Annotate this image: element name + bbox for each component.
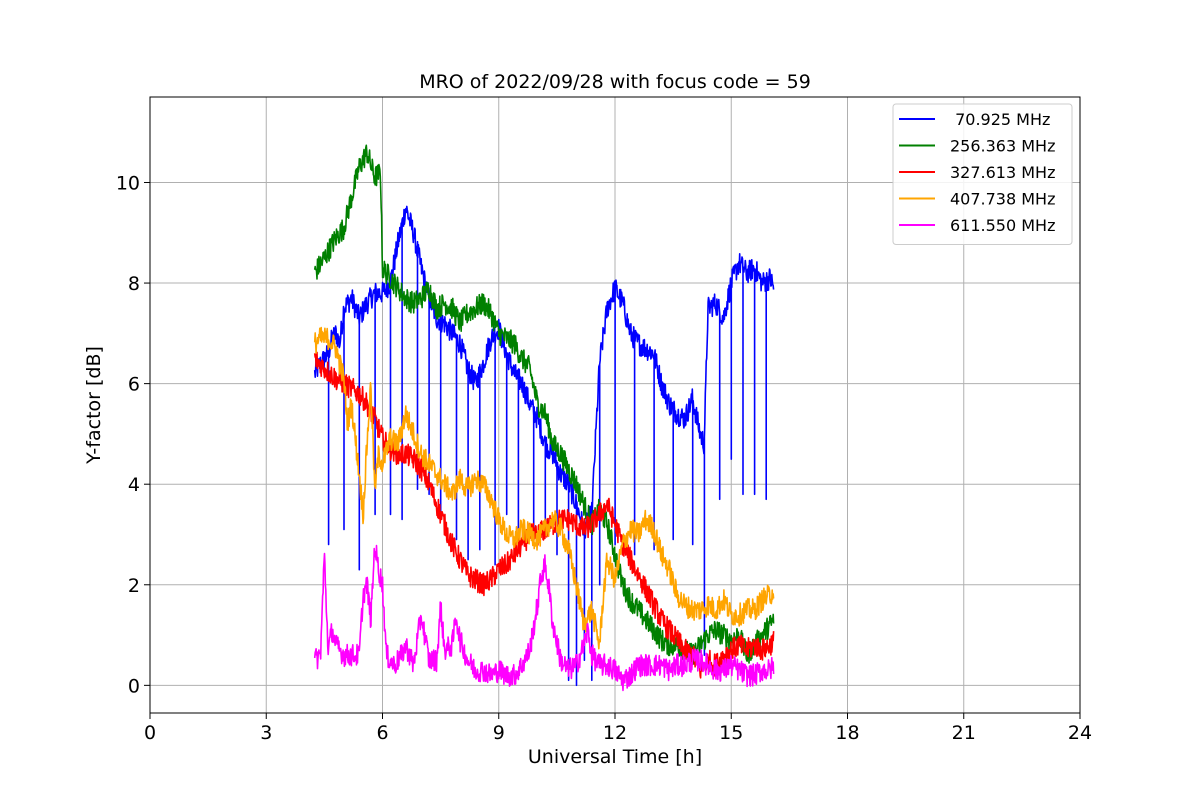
series-line-4	[313, 326, 775, 650]
series-line-1	[313, 205, 775, 687]
legend-label: 256.363 MHz	[950, 137, 1055, 156]
chart-title: MRO of 2022/09/28 with focus code = 59	[419, 71, 811, 93]
series-lines	[313, 144, 775, 692]
y-axis-title: Y-factor [dB]	[83, 346, 105, 465]
y-tick-label: 0	[128, 675, 140, 697]
legend-label: 70.925 MHz	[950, 110, 1050, 129]
y-tick-label: 2	[128, 575, 140, 597]
y-tick-label: 6	[128, 374, 140, 396]
x-tick-label: 9	[493, 722, 505, 744]
legend-label: 327.613 MHz	[950, 163, 1055, 182]
x-tick-label: 24	[1068, 722, 1092, 744]
y-tick-label: 10	[116, 172, 140, 194]
y-tick-label: 8	[128, 273, 140, 295]
x-tick-label: 15	[719, 722, 743, 744]
legend-label: 407.738 MHz	[950, 190, 1055, 209]
y-tick-label: 4	[128, 474, 140, 496]
x-tick-label: 18	[835, 722, 859, 744]
x-tick-label: 12	[603, 722, 627, 744]
x-axis-title: Universal Time [h]	[528, 746, 702, 768]
x-tick-label: 6	[376, 722, 388, 744]
legend-box	[892, 103, 1073, 245]
x-tick-label: 21	[952, 722, 976, 744]
x-tick-label: 0	[144, 722, 156, 744]
series-line-5	[313, 544, 775, 692]
legend-label: 611.550 MHz	[950, 216, 1055, 235]
x-tick-label: 3	[260, 722, 272, 744]
legend: 70.925 MHz 256.363 MHz 327.613 MHz 407.738 …	[892, 103, 1073, 245]
